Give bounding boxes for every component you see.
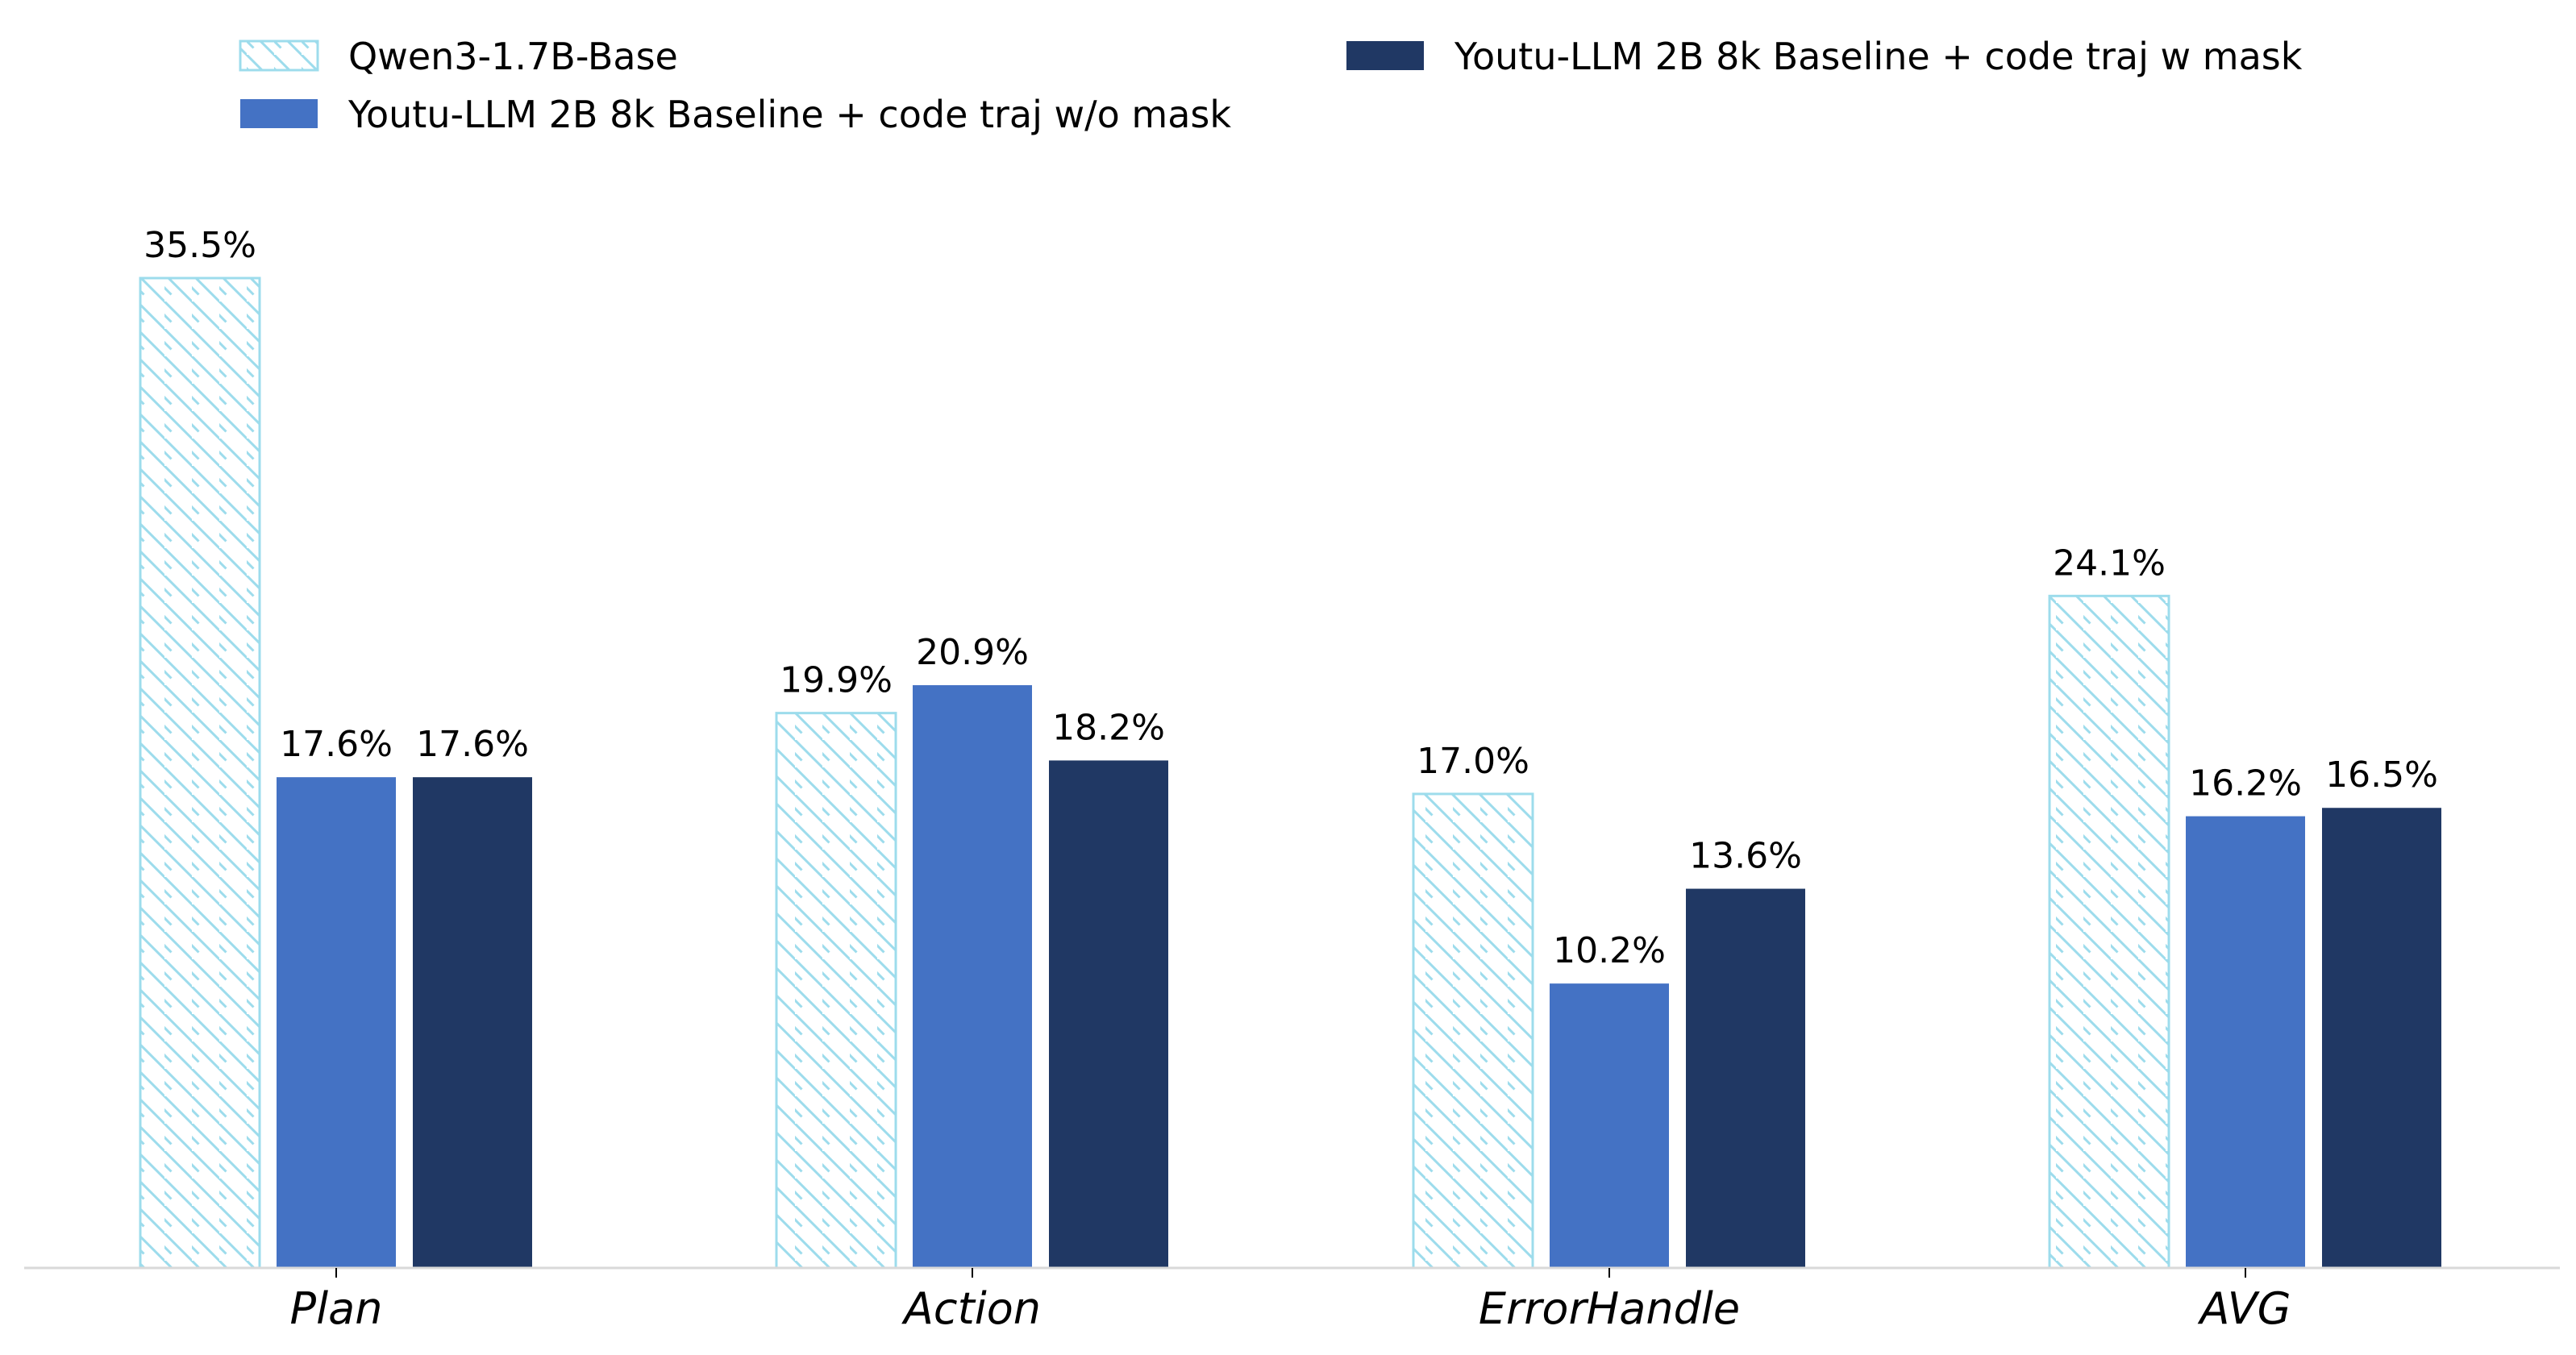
bar-plan-series-1 [139,276,261,1270]
legend-item-w-mask: Youtu-LLM 2B 8k Baseline + code traj w m… [1346,35,2303,78]
value-label-errorhandle-series-2: 10.2% [1553,930,1666,971]
legend-swatch-wo-mask [240,99,318,128]
category-labels: Plan Action ErrorHandle AVG [290,1283,2291,1334]
bar-errorhandle-series-3 [1686,888,1805,1268]
value-label-action-series-1: 19.9% [780,660,893,701]
legend: Qwen3-1.7B-Base Youtu-LLM 2B 8k Baseline… [239,35,2303,136]
bar-plan-series-2 [277,777,396,1268]
bar-avg-series-2 [2186,816,2305,1268]
value-labels: 35.5% 17.6% 17.6% 19.9% 20.9% 18.2% 17.0% 10.2%… [144,225,2438,971]
value-label-errorhandle-series-3: 13.6% [1689,836,1802,877]
bar-avg-series-1 [2048,594,2170,1270]
x-axis-ticks [335,1268,2246,1278]
legend-swatch-qwen3 [239,39,319,72]
bar-errorhandle-series-1 [1412,792,1534,1270]
legend-item-qwen3: Qwen3-1.7B-Base [239,35,678,78]
value-label-action-series-2: 20.9% [916,632,1029,673]
value-label-plan-series-3: 17.6% [416,724,529,765]
legend-label-w-mask: Youtu-LLM 2B 8k Baseline + code traj w m… [1454,35,2303,78]
value-label-errorhandle-series-1: 17.0% [1417,741,1529,782]
bar-action-series-2 [913,685,1032,1268]
legend-label-qwen3: Qwen3-1.7B-Base [348,35,678,78]
bar-action-series-3 [1049,760,1168,1268]
value-label-avg-series-3: 16.5% [2325,754,2438,796]
category-label-avg: AVG [2197,1283,2291,1334]
legend-item-wo-mask: Youtu-LLM 2B 8k Baseline + code traj w/o… [240,93,1231,136]
category-label-plan: Plan [290,1283,383,1334]
legend-label-wo-mask: Youtu-LLM 2B 8k Baseline + code traj w/o… [347,93,1231,136]
bar-errorhandle-series-2 [1550,983,1669,1268]
category-label-errorhandle: ErrorHandle [1479,1283,1740,1334]
legend-swatch-w-mask [1346,41,1424,70]
bar-avg-series-3 [2322,808,2441,1268]
bars [139,276,2441,1270]
value-label-action-series-3: 18.2% [1052,707,1165,748]
category-label-action: Action [901,1283,1041,1334]
value-label-plan-series-1: 35.5% [144,225,256,266]
value-label-avg-series-1: 24.1% [2053,542,2166,584]
value-label-avg-series-2: 16.2% [2189,763,2302,804]
bar-action-series-1 [775,712,897,1270]
value-label-plan-series-2: 17.6% [280,724,393,765]
bar-plan-series-3 [413,777,532,1268]
